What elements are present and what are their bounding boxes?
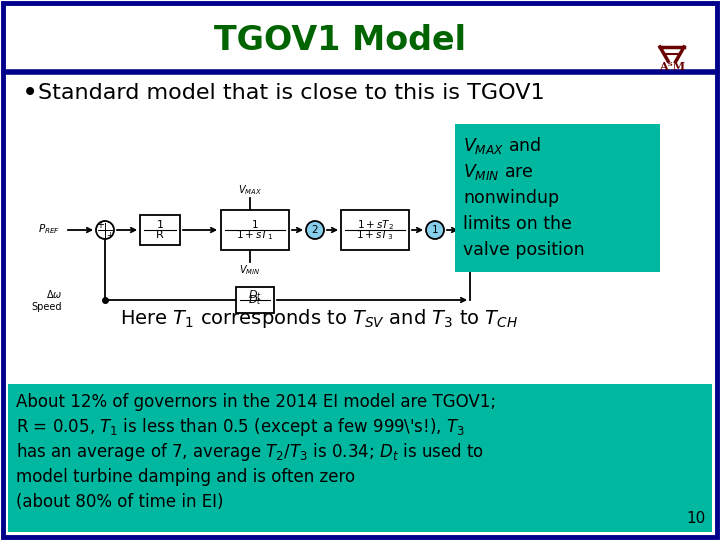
Text: $V_{MAX}$ and: $V_{MAX}$ and: [463, 136, 541, 157]
Text: 1: 1: [156, 220, 163, 230]
Text: Standard model that is close to this is TGOV1: Standard model that is close to this is …: [38, 83, 544, 103]
Text: $V_{MIN}$ are: $V_{MIN}$ are: [463, 162, 534, 182]
Text: $D_t$: $D_t$: [248, 288, 262, 302]
Text: 1: 1: [252, 220, 258, 230]
Text: •: •: [22, 79, 38, 107]
FancyBboxPatch shape: [3, 3, 717, 537]
Bar: [341, 210, 409, 250]
Text: 1: 1: [432, 225, 438, 235]
Text: $1+sT_2$: $1+sT_2$: [356, 218, 393, 232]
Bar: [221, 210, 289, 250]
Text: +: +: [461, 220, 469, 230]
Text: $P_{REF}$: $P_{REF}$: [38, 222, 60, 236]
Text: AᵀM: AᵀM: [659, 62, 685, 72]
Text: +: +: [96, 220, 104, 230]
Circle shape: [426, 221, 444, 239]
Text: $V_{MIN}$: $V_{MIN}$: [239, 263, 261, 277]
Text: About 12% of governors in the 2014 EI model are TGOV1;: About 12% of governors in the 2014 EI mo…: [16, 393, 496, 411]
Text: 2: 2: [312, 225, 318, 235]
Text: 10: 10: [687, 511, 706, 526]
Text: $D_t$: $D_t$: [248, 293, 262, 307]
Text: model turbine damping and is often zero: model turbine damping and is often zero: [16, 468, 355, 486]
Text: R: R: [156, 230, 164, 240]
Text: $1+sT_3$: $1+sT_3$: [356, 228, 394, 242]
Text: -: -: [472, 231, 476, 241]
Bar: [236, 287, 274, 313]
Text: $1+sT_1$: $1+sT_1$: [236, 228, 274, 242]
Circle shape: [306, 221, 324, 239]
Text: $P_{mech}$: $P_{mech}$: [532, 222, 560, 236]
Text: has an average of 7, average $T_2$/$T_3$ is 0.34; $D_t$ is used to: has an average of 7, average $T_2$/$T_3$…: [16, 441, 484, 463]
Text: $\Delta\omega$
Speed: $\Delta\omega$ Speed: [32, 288, 62, 312]
Bar: [140, 215, 180, 245]
Text: (about 80% of time in EI): (about 80% of time in EI): [16, 493, 223, 511]
Text: limits on the: limits on the: [463, 215, 572, 233]
Text: TGOV1 Model: TGOV1 Model: [214, 24, 466, 57]
FancyBboxPatch shape: [455, 124, 660, 272]
Text: valve position: valve position: [463, 241, 585, 259]
Text: R = 0.05, $T_1$ is less than 0.5 (except a few 999\'s!), $T_3$: R = 0.05, $T_1$ is less than 0.5 (except…: [16, 416, 465, 438]
FancyBboxPatch shape: [8, 384, 712, 532]
Text: +: +: [107, 232, 114, 240]
Text: Here $T_1$ corresponds to $T_{SV}$ and $T_3$ to $T_{CH}$: Here $T_1$ corresponds to $T_{SV}$ and $…: [120, 307, 518, 329]
Text: nonwindup: nonwindup: [463, 189, 559, 207]
Text: $V_{MAX}$: $V_{MAX}$: [238, 183, 262, 197]
